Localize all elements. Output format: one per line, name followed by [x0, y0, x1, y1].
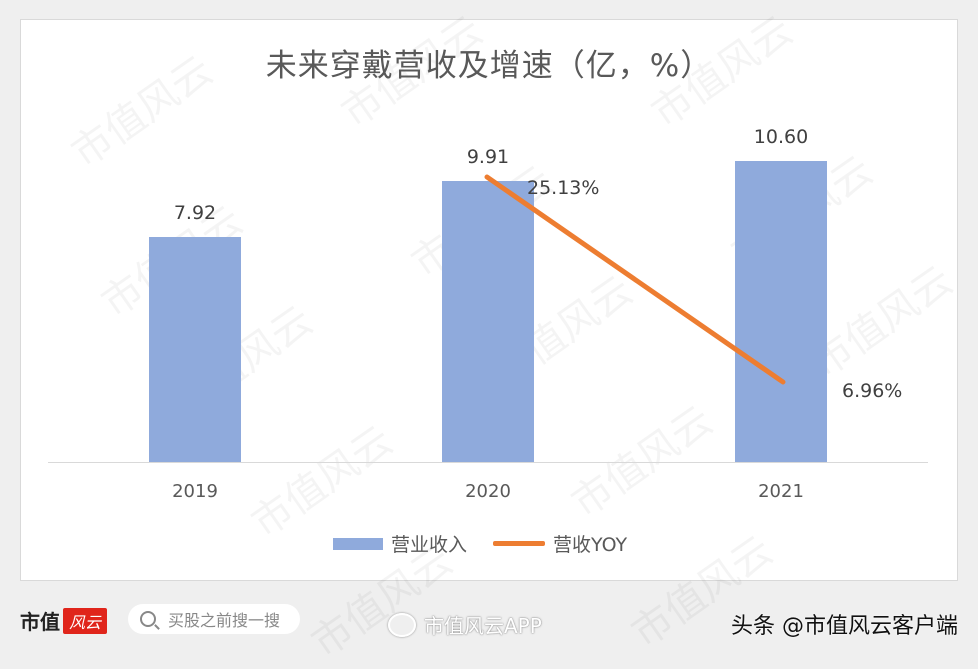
- search-box[interactable]: 买股之前搜一搜: [128, 604, 300, 634]
- bar-2021: [735, 161, 827, 462]
- brand-text: 市值: [20, 610, 60, 634]
- yoy-label-2020: 25.13%: [527, 177, 600, 199]
- x-tick-2021: 2021: [758, 481, 804, 502]
- chart-title: 未来穿戴营收及增速（亿，%）: [265, 48, 713, 84]
- legend-bar-label: 营业收入: [391, 534, 468, 556]
- legend-line-swatch: [493, 541, 546, 546]
- bar-label-2021: 10.60: [753, 126, 809, 148]
- brand-badge: 风云: [63, 607, 108, 634]
- weibo-text: 市值风云APP: [424, 614, 542, 638]
- search-icon: [140, 611, 156, 627]
- legend: 营业收入 营收YOY: [333, 530, 627, 557]
- x-axis: [48, 462, 928, 463]
- search-placeholder: 买股之前搜一搜: [168, 611, 281, 630]
- yoy-label-2021: 6.96%: [842, 380, 903, 402]
- x-tick-2020: 2020: [465, 481, 511, 502]
- brand-logo: 市值 风云: [20, 606, 108, 635]
- x-tick-2019: 2019: [172, 481, 218, 502]
- yoy-line: [484, 174, 786, 385]
- toutiao-watermark: 头条 @市值风云客户端: [731, 614, 958, 639]
- bar-label-2019: 7.92: [173, 202, 217, 224]
- weibo-watermark: 市值风云APP: [388, 610, 542, 639]
- bar-2019: [149, 237, 241, 462]
- weibo-icon: [388, 612, 416, 637]
- bar-2020: [442, 181, 534, 462]
- legend-bar-swatch: [333, 537, 383, 550]
- footer: 市值 风云 买股之前搜一搜 市值风云APP 头条 @市值风云客户端: [0, 596, 978, 646]
- bar-label-2020: 9.91: [466, 146, 510, 168]
- legend-line-label: 营收YOY: [553, 534, 628, 556]
